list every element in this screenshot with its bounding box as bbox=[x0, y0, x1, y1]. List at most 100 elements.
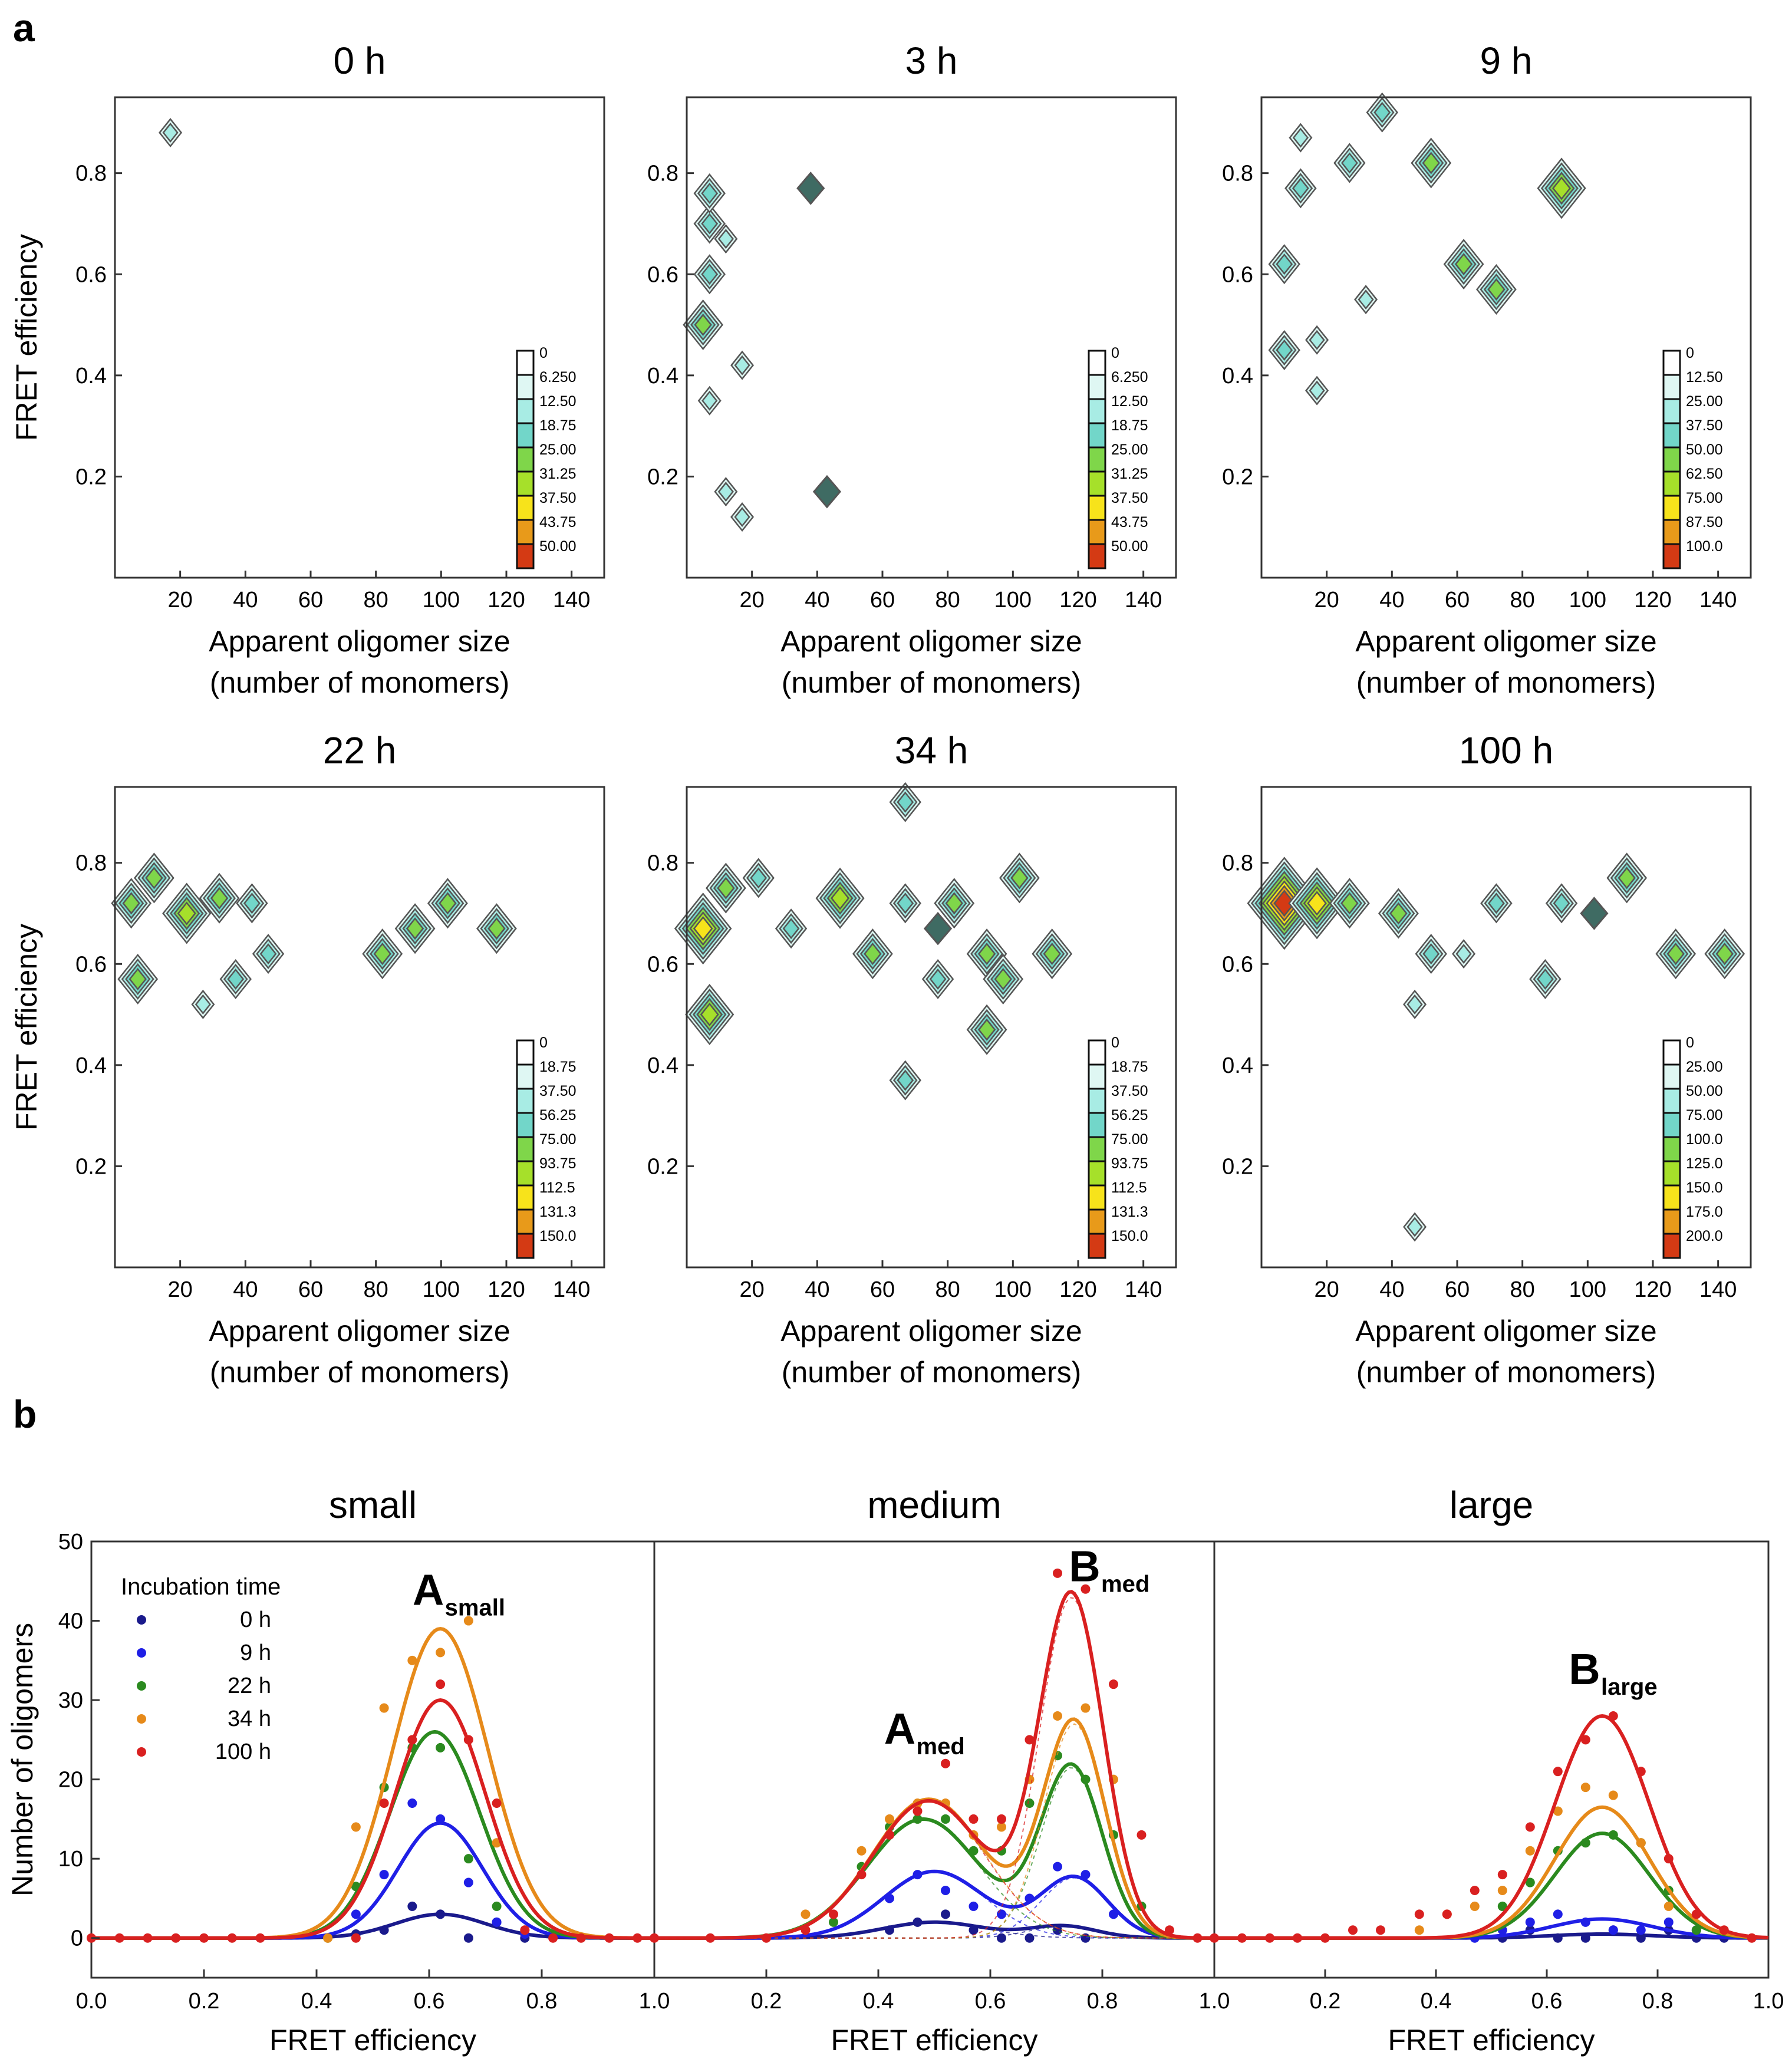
peak-label-subscript: small bbox=[445, 1595, 505, 1621]
legend-swatch bbox=[516, 1088, 535, 1114]
peak-label-subscript: large bbox=[1601, 1674, 1658, 1700]
x-tick-label: 80 bbox=[935, 1277, 960, 1302]
y-tick-label: 0.6 bbox=[647, 262, 678, 287]
data-point bbox=[913, 1814, 923, 1824]
x-tick-label: 60 bbox=[298, 588, 323, 612]
data-point bbox=[941, 1758, 950, 1768]
contour-blob bbox=[1333, 143, 1366, 183]
legend-swatch bbox=[1662, 422, 1681, 449]
y-tick-label: 50 bbox=[58, 1530, 83, 1554]
data-point bbox=[1663, 1901, 1674, 1911]
x-tick-label: 60 bbox=[870, 1277, 895, 1302]
x-tick-label: 20 bbox=[1315, 1277, 1339, 1302]
legend-label: 9 h bbox=[240, 1641, 271, 1665]
x-axis-label: Apparent oligomer size bbox=[209, 625, 510, 658]
x-axis-label: Apparent oligomer size bbox=[1355, 1315, 1656, 1348]
data-point bbox=[407, 1735, 417, 1745]
contour-level bbox=[994, 967, 1012, 991]
contour-level bbox=[977, 1018, 996, 1041]
legend-swatch bbox=[516, 398, 535, 424]
data-point bbox=[436, 1679, 446, 1689]
legend-label: 175.0 bbox=[1686, 1204, 1723, 1220]
x-tick-label: 140 bbox=[1125, 588, 1162, 612]
plot-frame bbox=[90, 1540, 655, 1979]
x-tick-label: 0.2 bbox=[1310, 1989, 1341, 2014]
peak-label: A bbox=[884, 1704, 915, 1753]
legend-swatch bbox=[1088, 422, 1106, 449]
contour-blob bbox=[1704, 928, 1745, 980]
y-tick-label: 0.4 bbox=[75, 364, 107, 388]
data-point bbox=[997, 1933, 1006, 1943]
legend-swatch bbox=[1662, 495, 1681, 521]
data-point bbox=[323, 1933, 333, 1943]
plot-frame bbox=[1213, 1540, 1770, 1979]
data-point bbox=[1470, 1901, 1480, 1911]
legend-swatch bbox=[1088, 1136, 1106, 1162]
fret-plot-0: small 0.0 0.2 0.4 0.6 0.8 1.0 0 10 20 30 40 50 Number… bbox=[6, 1484, 670, 2057]
peak-label-subscript: med bbox=[1101, 1571, 1149, 1597]
legend-label: 25.00 bbox=[1686, 1059, 1723, 1075]
data-point bbox=[1636, 1767, 1646, 1777]
contour-level bbox=[145, 867, 163, 890]
data-point bbox=[1025, 1933, 1035, 1943]
legend-swatch bbox=[1088, 543, 1106, 569]
x-tick-label: 100 bbox=[994, 588, 1032, 612]
legend-swatch bbox=[516, 470, 535, 497]
data-point bbox=[1580, 1735, 1590, 1745]
data-point bbox=[436, 1742, 446, 1753]
x-tick-label: 140 bbox=[553, 1277, 590, 1302]
data-point bbox=[492, 1798, 502, 1808]
data-point bbox=[1210, 1933, 1219, 1943]
legend-label: 131.3 bbox=[1111, 1204, 1148, 1220]
legend-label: 87.50 bbox=[1686, 514, 1723, 531]
series-34h bbox=[91, 1616, 654, 1943]
component-curve bbox=[654, 1597, 1214, 1939]
contour-blob bbox=[133, 852, 174, 904]
contour-blob bbox=[1284, 168, 1317, 209]
plot-title: medium bbox=[867, 1484, 1002, 1526]
y-axis-label: FRET efficiency bbox=[10, 924, 43, 1131]
data-point bbox=[227, 1933, 237, 1943]
y-tick-label: 30 bbox=[58, 1688, 83, 1713]
contour-level bbox=[701, 263, 719, 285]
x-tick-label: 40 bbox=[805, 1277, 829, 1302]
legend-swatch bbox=[1088, 1160, 1106, 1187]
contour-level bbox=[700, 1003, 719, 1027]
fit-curve bbox=[91, 1626, 654, 1940]
legend-swatch bbox=[516, 519, 535, 545]
data-point bbox=[1137, 1830, 1147, 1840]
legend-swatch bbox=[516, 422, 535, 449]
data-point bbox=[885, 1814, 894, 1824]
legend-label: 0 bbox=[539, 1035, 548, 1051]
legend-swatch bbox=[516, 1136, 535, 1162]
x-tick-label: 80 bbox=[364, 1277, 388, 1302]
data-point bbox=[1414, 1925, 1424, 1935]
contour-blob bbox=[394, 903, 436, 954]
data-point bbox=[1025, 1798, 1035, 1808]
contour-blob bbox=[1305, 325, 1329, 355]
contour-level bbox=[1715, 943, 1734, 966]
data-point bbox=[1580, 1917, 1590, 1927]
legend-label: 18.75 bbox=[1111, 1059, 1148, 1075]
data-point bbox=[463, 1877, 473, 1887]
contour-level bbox=[439, 892, 457, 915]
data-point bbox=[997, 1814, 1006, 1824]
legend-label: 18.75 bbox=[1111, 417, 1148, 434]
data-point bbox=[1691, 1925, 1701, 1935]
data-point bbox=[436, 1814, 446, 1824]
data-point bbox=[407, 1798, 417, 1808]
contour-blob bbox=[999, 852, 1040, 904]
data-point bbox=[1470, 1886, 1480, 1895]
data-point bbox=[1109, 1909, 1118, 1919]
y-tick-label: 20 bbox=[58, 1768, 83, 1793]
legend-label: 200.0 bbox=[1686, 1228, 1723, 1244]
legend-swatch bbox=[1662, 398, 1681, 424]
data-point bbox=[1608, 1790, 1618, 1800]
legend-label: 50.00 bbox=[1686, 442, 1723, 458]
x-axis-label-units: (number of monomers) bbox=[210, 1356, 510, 1389]
x-tick-label: 100 bbox=[423, 1277, 460, 1302]
contour-blob bbox=[934, 878, 975, 929]
contour-blob bbox=[1289, 123, 1313, 153]
legend-label: 131.3 bbox=[539, 1204, 577, 1220]
plot-title: 0 h bbox=[334, 39, 386, 82]
